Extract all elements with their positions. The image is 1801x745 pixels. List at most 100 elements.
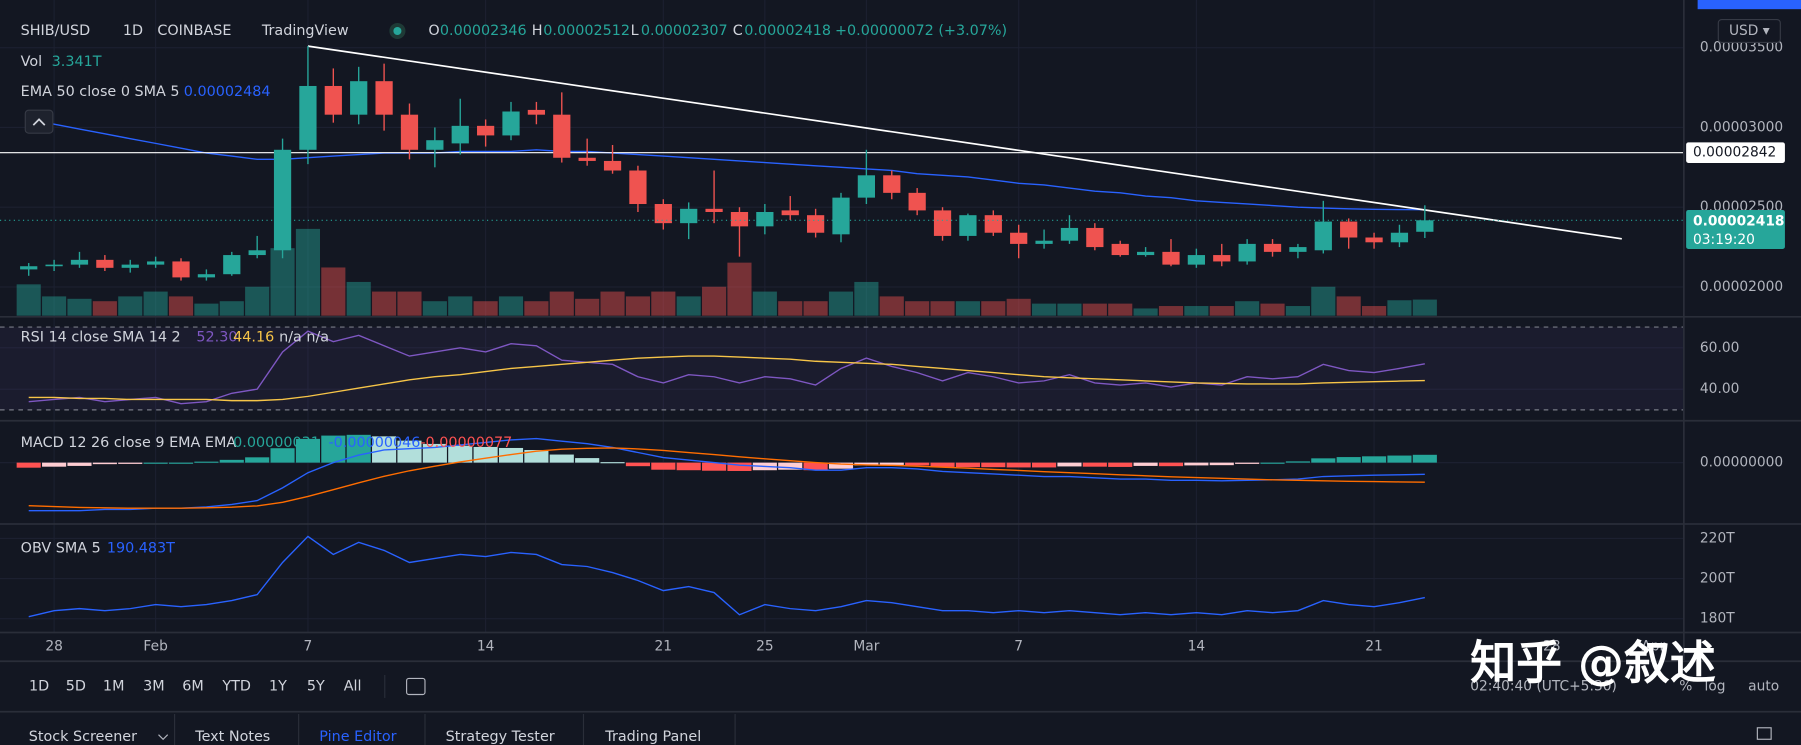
collapse-button[interactable] [24, 109, 54, 134]
volume-bar [930, 301, 955, 316]
log-toggle[interactable]: log [1705, 678, 1726, 694]
macd-histogram-bar [219, 459, 244, 463]
macd-histogram-bar [1158, 462, 1184, 467]
volume-bar [1387, 300, 1412, 316]
period-button[interactable]: 1D [29, 678, 49, 694]
rsi-sma-value: 44.16 [233, 329, 274, 345]
period-button[interactable]: 6M [182, 678, 204, 694]
macd-histogram-bar [448, 445, 473, 463]
x-tick-label: 25 [756, 638, 774, 654]
macd-signal-value: -0.00000077 [420, 435, 512, 451]
y-tick-label: 0.00003000 [1700, 119, 1783, 135]
candle-body [705, 208, 723, 212]
candle-body [1340, 221, 1358, 238]
volume-bar [245, 286, 270, 316]
volume-bar [498, 296, 524, 316]
volume-bar [905, 301, 930, 316]
volume-bar [397, 291, 422, 316]
candle-body [20, 266, 38, 270]
period-button[interactable]: 1Y [269, 678, 287, 694]
period-button[interactable]: All [344, 678, 362, 694]
volume-bar [372, 291, 397, 316]
x-tick-label: 21 [1365, 638, 1383, 654]
x-tick-label: Apr [1641, 638, 1665, 654]
macd-histogram-bar [245, 457, 270, 463]
exchange: COINBASE [157, 23, 231, 39]
volume-bar [1057, 303, 1082, 316]
candle-body [96, 259, 114, 268]
y-tick-label: 220T [1700, 530, 1735, 546]
candle-body [1111, 243, 1129, 256]
macd-histogram-bar [1387, 455, 1412, 463]
tab[interactable]: Pine Editor [319, 729, 396, 745]
candle-body [45, 264, 63, 267]
volume-bar [422, 301, 447, 316]
tabs: Stock Screener Text Notes Pine Editor Strat… [29, 714, 736, 745]
candle-body [908, 192, 926, 211]
last-price-label: 0.00002418 [1693, 213, 1784, 229]
maximize-icon[interactable] [1756, 727, 1772, 740]
macd-histogram-bar [524, 449, 549, 463]
macd-histogram-bar [803, 462, 828, 471]
macd-histogram-bar [1285, 461, 1310, 463]
candle-body [147, 261, 165, 265]
period-button[interactable]: 3M [143, 678, 165, 694]
x-tick-label: 14 [477, 638, 495, 654]
obv-value: 190.483T [107, 541, 175, 557]
volume-bar [879, 296, 904, 316]
tab[interactable]: Stock Screener [29, 729, 137, 745]
volume-bar [955, 301, 980, 316]
candle-body [578, 157, 596, 161]
source: TradingView [261, 23, 349, 39]
macd-title: MACD 12 26 close 9 EMA EMA [21, 435, 237, 451]
x-tick-label: Mar [853, 638, 879, 654]
candle-body [1035, 240, 1053, 244]
candle-body [172, 261, 190, 278]
macd-histogram-bar [16, 462, 41, 468]
macd-histogram-bar [879, 462, 904, 465]
candle-body [603, 160, 622, 171]
macd-histogram-bar [1362, 456, 1387, 463]
tab[interactable]: Text Notes [194, 729, 270, 745]
macd-histogram-bar [676, 462, 701, 471]
currency: USD ▾ [1729, 23, 1770, 39]
candle-body [70, 259, 89, 265]
auto-toggle[interactable]: auto [1748, 678, 1779, 694]
indicator-line [28, 535, 1425, 618]
low-value: 0.00002307 [641, 23, 728, 39]
period-button[interactable]: 5Y [307, 678, 325, 694]
volume-bar [321, 267, 346, 316]
tab[interactable]: Trading Panel [604, 729, 701, 745]
y-tick-label: 200T [1700, 571, 1735, 587]
macd-histogram-bar [955, 462, 980, 468]
interval: 1D [123, 23, 143, 39]
volume-bar [194, 303, 219, 316]
percent-toggle[interactable]: % [1679, 678, 1692, 694]
candle-body [1289, 247, 1307, 252]
period-button[interactable]: 5D [66, 678, 86, 694]
period-button[interactable]: 1M [103, 678, 125, 694]
volume-bar [524, 301, 549, 316]
macd-histogram-bar [549, 454, 574, 463]
change: +0.00000072 (+3.07%) [835, 23, 1007, 39]
volume-bar [118, 296, 143, 316]
volume-bar [448, 296, 473, 316]
tab[interactable]: Strategy Tester [446, 729, 555, 745]
high-value: 0.00002512 [543, 23, 630, 39]
volume-bar [828, 291, 854, 316]
candle-body [1238, 243, 1256, 262]
candle-body [629, 170, 647, 205]
candle-body [984, 215, 1002, 233]
macd-line [28, 447, 1425, 509]
volume-bar [1260, 303, 1285, 316]
volume-bar [1082, 303, 1107, 316]
period-button[interactable]: YTD [221, 678, 251, 694]
rsi-value: 52.30 [196, 329, 237, 345]
macd-histogram-bar [727, 462, 752, 471]
volume-bar [702, 286, 727, 316]
currency-select[interactable] [1717, 18, 1781, 44]
date-range-icon[interactable] [406, 677, 426, 696]
macd-histogram-bar [905, 462, 930, 466]
candle-body [451, 125, 469, 144]
volume-value: 3.341T [52, 54, 102, 70]
